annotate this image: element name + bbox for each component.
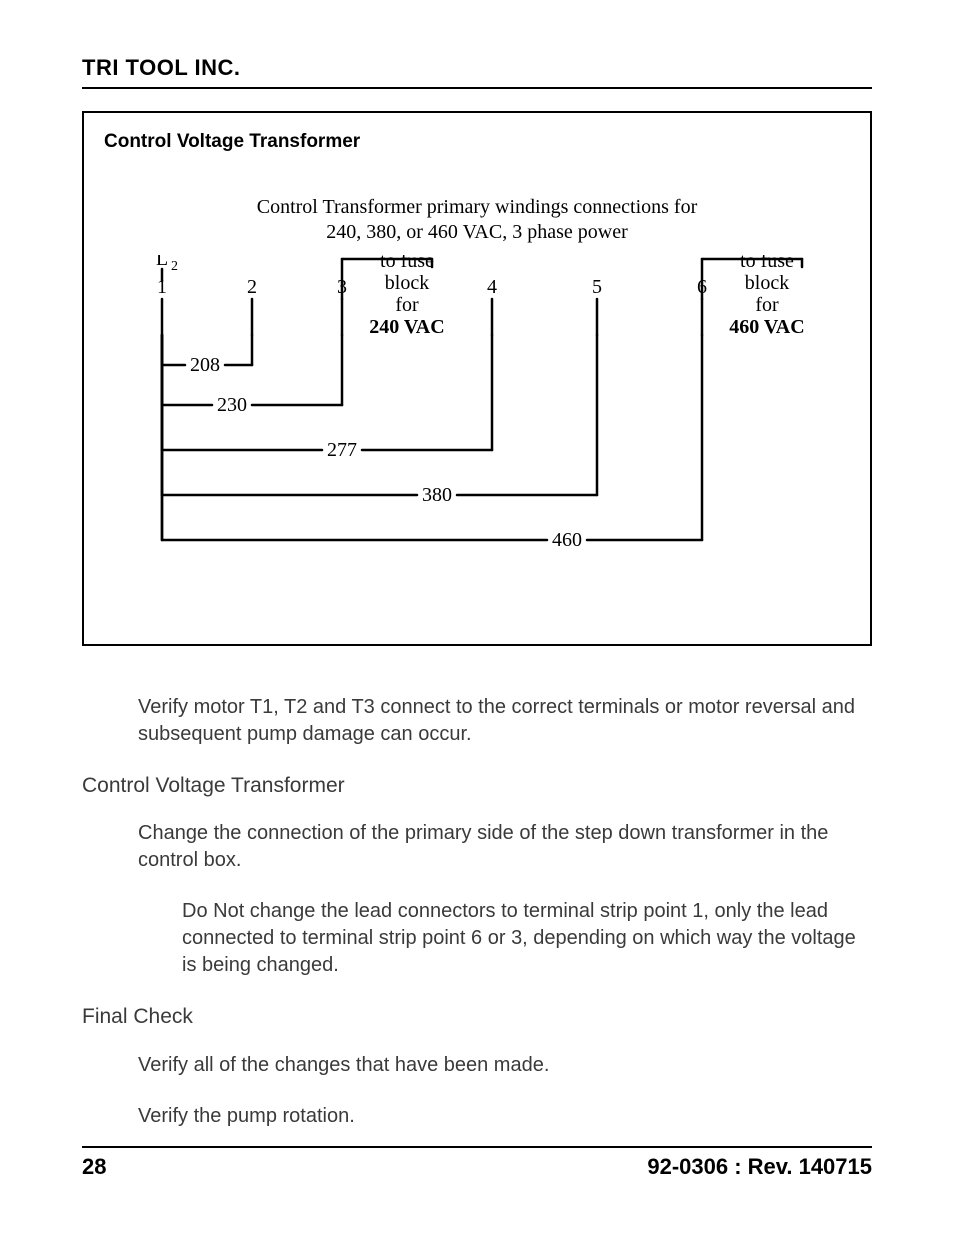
section-title: Final Check [82, 1003, 872, 1031]
paragraph: Do Not change the lead connectors to ter… [182, 898, 872, 979]
figure-frame: Control Voltage Transformer Control Tran… [82, 111, 872, 646]
svg-text:for: for [395, 294, 419, 316]
svg-text:460: 460 [552, 529, 582, 551]
paragraph: Change the connection of the primary sid… [138, 820, 872, 874]
caption-line-2: 240, 380, or 460 VAC, 3 phase power [326, 221, 627, 243]
svg-text:5: 5 [592, 276, 602, 298]
svg-text:277: 277 [327, 439, 357, 461]
page-header: TRI TOOL INC. [82, 55, 872, 89]
page-footer: 28 92-0306 : Rev. 140715 [82, 1146, 872, 1180]
paragraph: Verify all of the changes that have been… [138, 1052, 872, 1079]
paragraph: Verify the pump rotation. [138, 1103, 872, 1130]
figure-box-title: Control Voltage Transformer [104, 131, 850, 153]
page-number: 28 [82, 1154, 106, 1180]
svg-text:2: 2 [171, 259, 178, 274]
svg-text:380: 380 [422, 484, 452, 506]
svg-text:1: 1 [157, 276, 167, 298]
svg-text:block: block [745, 272, 789, 294]
diagram-caption: Control Transformer primary windings con… [104, 195, 850, 245]
company-name: TRI TOOL INC. [82, 55, 240, 80]
svg-text:230: 230 [217, 394, 247, 416]
svg-text:2: 2 [247, 276, 257, 298]
paragraph: Verify motor T1, T2 and T3 connect to th… [138, 694, 872, 748]
svg-text:208: 208 [190, 354, 220, 376]
wiring-diagram: L2123456to fuseblockfor240 VACto fuseblo… [107, 255, 847, 575]
svg-text:240 VAC: 240 VAC [369, 316, 444, 338]
svg-text:to fuse: to fuse [380, 255, 434, 272]
body-text: Verify motor T1, T2 and T3 connect to th… [82, 694, 872, 1130]
svg-text:block: block [385, 272, 429, 294]
svg-text:for: for [755, 294, 779, 316]
caption-line-1: Control Transformer primary windings con… [257, 196, 698, 218]
doc-revision: 92-0306 : Rev. 140715 [647, 1154, 872, 1180]
svg-text:460 VAC: 460 VAC [729, 316, 804, 338]
section-title: Control Voltage Transformer [82, 772, 872, 800]
svg-text:4: 4 [487, 276, 497, 298]
svg-text:to fuse: to fuse [740, 255, 794, 272]
